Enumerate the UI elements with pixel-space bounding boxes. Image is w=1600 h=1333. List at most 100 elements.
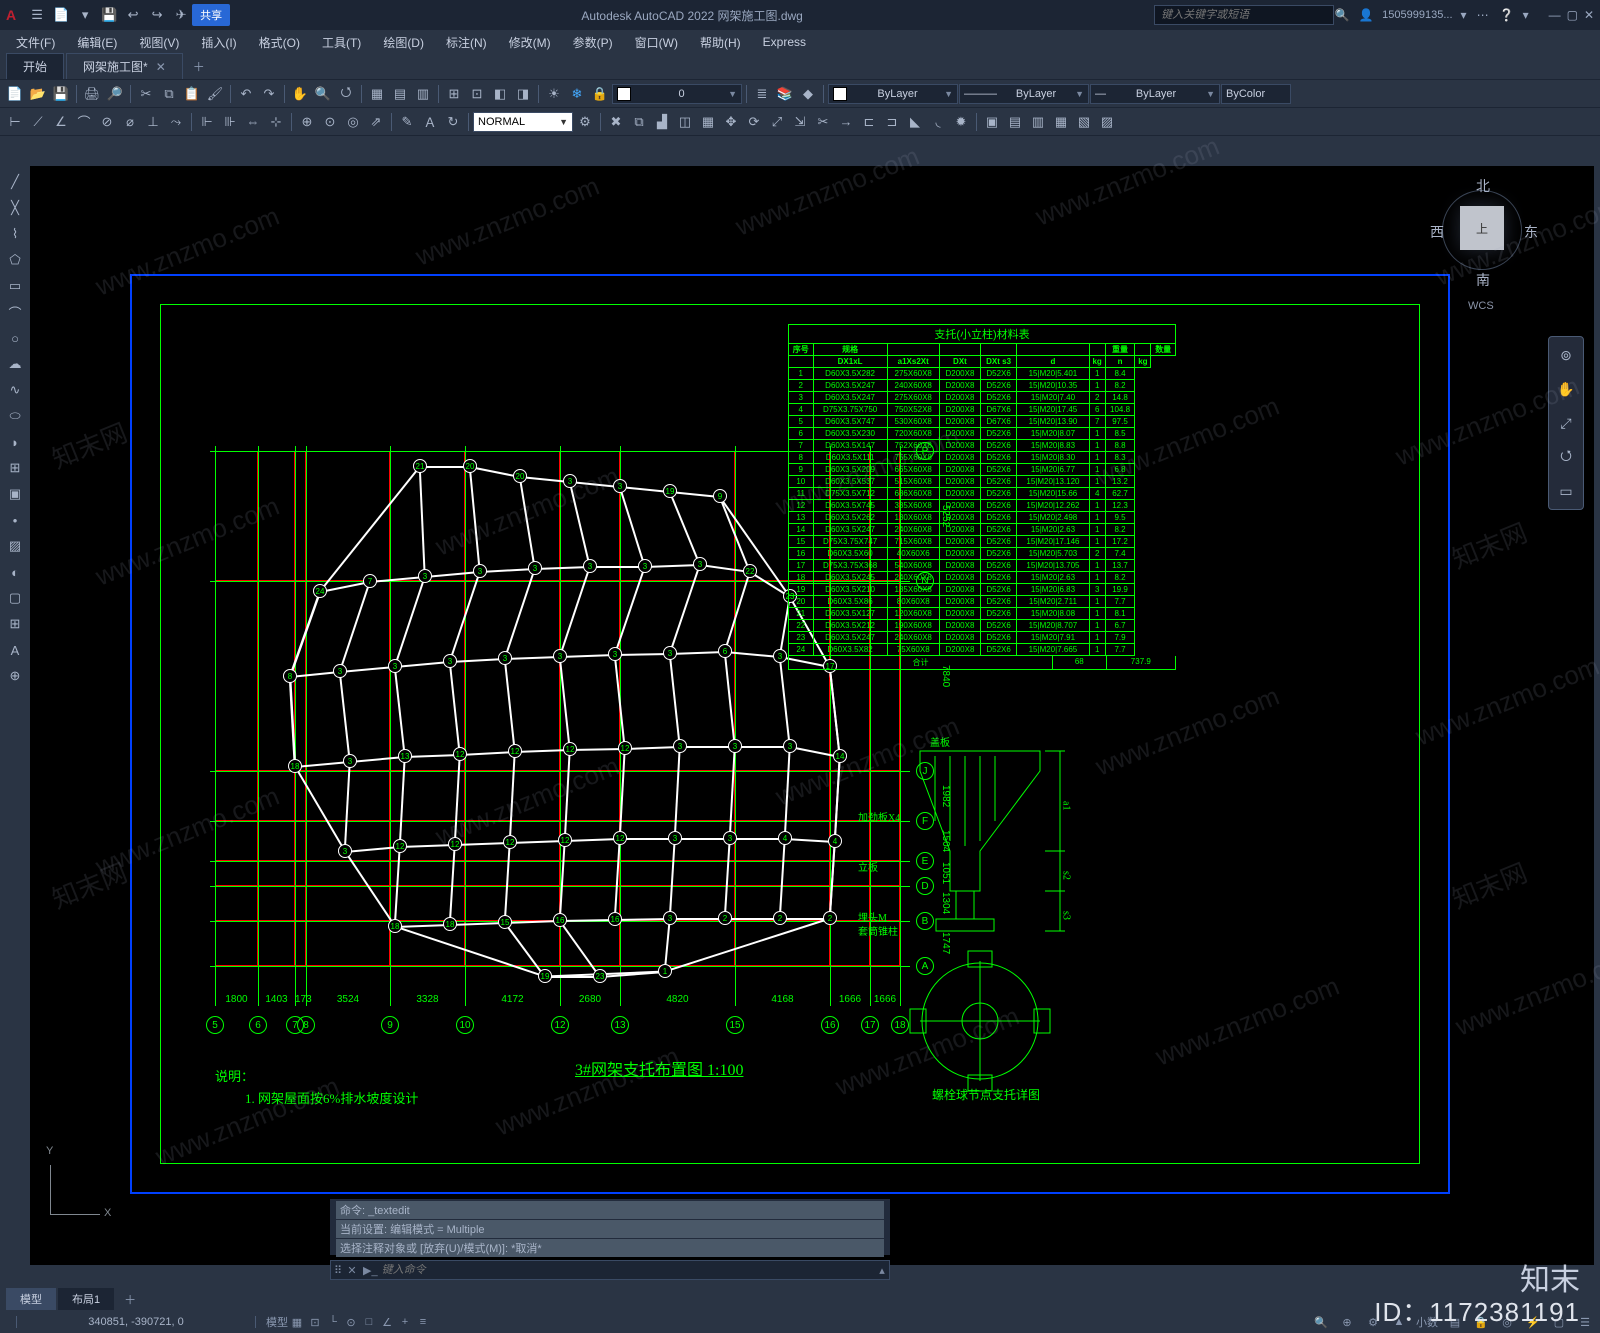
dim-continue-icon[interactable]: ⊪ bbox=[219, 111, 241, 133]
search-icon[interactable]: 🔍 bbox=[1334, 7, 1350, 23]
undo-icon[interactable]: ↶ bbox=[235, 83, 257, 105]
modify-copy-icon[interactable]: ⧉ bbox=[628, 111, 650, 133]
menu-item[interactable]: Express bbox=[753, 32, 816, 52]
modify-extend-icon[interactable]: → bbox=[835, 111, 857, 133]
color-dropdown[interactable]: ByLayer▼ bbox=[828, 84, 958, 104]
qat-button[interactable]: 📄 bbox=[50, 4, 72, 26]
modify-stretch-icon[interactable]: ⇲ bbox=[789, 111, 811, 133]
tool-icon[interactable]: ▦ bbox=[366, 83, 388, 105]
otrack-icon[interactable]: ∠ bbox=[378, 1313, 396, 1331]
modify-join-icon[interactable]: ⊐ bbox=[881, 111, 903, 133]
cmdline-close-icon[interactable]: ✕ bbox=[345, 1264, 359, 1277]
drawing-area[interactable]: 北 南 东 西 上 WCS ⊚ ✋ ⤢ ⭯ ▭ 5180061403717383… bbox=[30, 166, 1594, 1265]
modify-erase-icon[interactable]: ✖ bbox=[605, 111, 627, 133]
menu-item[interactable]: 参数(P) bbox=[563, 31, 623, 54]
dimtedit-icon[interactable]: Ａ bbox=[419, 111, 441, 133]
user-icon[interactable]: 👤 bbox=[1358, 7, 1374, 23]
user-name[interactable]: 1505999135... bbox=[1382, 9, 1452, 21]
menu-item[interactable]: 窗口(W) bbox=[625, 31, 688, 54]
print-icon[interactable]: 🖨 bbox=[81, 83, 103, 105]
menu-item[interactable]: 文件(F) bbox=[6, 31, 65, 54]
polygon-icon[interactable]: ⬠ bbox=[3, 248, 27, 272]
tool-icon[interactable]: ▨ bbox=[1096, 111, 1118, 133]
menu-item[interactable]: 绘图(D) bbox=[373, 31, 434, 54]
dim-jogged-icon[interactable]: ⤳ bbox=[165, 111, 187, 133]
point-icon[interactable]: • bbox=[3, 508, 27, 532]
arc-icon[interactable]: ⌒ bbox=[3, 300, 27, 324]
save-icon[interactable]: 💾 bbox=[50, 83, 72, 105]
dim-aligned-icon[interactable]: ⟋ bbox=[27, 111, 49, 133]
snap-icon[interactable]: ⊡ bbox=[306, 1313, 324, 1331]
modify-fillet-icon[interactable]: ◟ bbox=[927, 111, 949, 133]
qat-button[interactable]: ▾ bbox=[74, 4, 96, 26]
tool-icon[interactable]: ▥ bbox=[412, 83, 434, 105]
layer-freeze-icon[interactable]: ❄ bbox=[566, 83, 588, 105]
tool-icon[interactable]: ⊞ bbox=[443, 83, 465, 105]
insert-icon[interactable]: ⊞ bbox=[3, 456, 27, 480]
tool-icon[interactable]: ▤ bbox=[1004, 111, 1026, 133]
minimize-button[interactable]: — bbox=[1549, 8, 1561, 22]
osnap-icon[interactable]: □ bbox=[360, 1313, 378, 1331]
tolerance-icon[interactable]: ⊕ bbox=[296, 111, 318, 133]
dim-baseline-icon[interactable]: ⊩ bbox=[196, 111, 218, 133]
modify-break-icon[interactable]: ⊏ bbox=[858, 111, 880, 133]
menu-item[interactable]: 标注(N) bbox=[436, 31, 497, 54]
ortho-icon[interactable]: └ bbox=[324, 1313, 342, 1331]
modify-explode-icon[interactable]: ✹ bbox=[950, 111, 972, 133]
dim-space-icon[interactable]: ⇔ bbox=[242, 111, 264, 133]
new-icon[interactable]: 📄 bbox=[4, 83, 26, 105]
tool-icon[interactable]: ◧ bbox=[489, 83, 511, 105]
hatch-icon[interactable]: ▨ bbox=[3, 534, 27, 558]
help-icon[interactable]: ❔ bbox=[1499, 7, 1515, 23]
plotstyle-dropdown[interactable]: ByColor bbox=[1221, 84, 1291, 104]
dim-radius-icon[interactable]: ⊘ bbox=[96, 111, 118, 133]
modify-array-icon[interactable]: ▦ bbox=[697, 111, 719, 133]
gradient-icon[interactable]: ◐ bbox=[3, 560, 27, 584]
open-icon[interactable]: 📂 bbox=[27, 83, 49, 105]
modify-move-icon[interactable]: ✥ bbox=[720, 111, 742, 133]
layer-dropdown[interactable]: 0▼ bbox=[612, 84, 742, 104]
dim-linear-icon[interactable]: ⊢ bbox=[4, 111, 26, 133]
model-button[interactable]: 模型 bbox=[266, 1313, 288, 1331]
modify-rotate-icon[interactable]: ⟳ bbox=[743, 111, 765, 133]
qat-button[interactable]: ✈ bbox=[170, 4, 192, 26]
spline-icon[interactable]: ∿ bbox=[3, 378, 27, 402]
orbit-icon[interactable]: ⭯ bbox=[335, 83, 357, 105]
paste-icon[interactable]: 📋 bbox=[181, 83, 203, 105]
tool-icon[interactable]: ◨ bbox=[512, 83, 534, 105]
qat-button[interactable]: ↪ bbox=[146, 4, 168, 26]
tab-close-icon[interactable]: ✕ bbox=[156, 60, 166, 74]
lwt-icon[interactable]: ≡ bbox=[414, 1313, 432, 1331]
dim-break-icon[interactable]: ⊹ bbox=[265, 111, 287, 133]
qat-button[interactable]: ↩ bbox=[122, 4, 144, 26]
menu-item[interactable]: 插入(I) bbox=[191, 31, 246, 54]
command-line[interactable]: 命令: _textedit当前设置: 编辑模式 = Multiple选择注释对象… bbox=[330, 1199, 890, 1255]
document-tab[interactable]: 网架施工图*✕ bbox=[66, 53, 183, 79]
layerstate-icon[interactable]: 📚 bbox=[774, 83, 796, 105]
xline-icon[interactable]: ╳ bbox=[3, 196, 27, 220]
cut-icon[interactable]: ✂ bbox=[135, 83, 157, 105]
search-input[interactable] bbox=[1154, 5, 1334, 25]
menu-item[interactable]: 视图(V) bbox=[129, 31, 189, 54]
dimupdate-icon[interactable]: ↻ bbox=[442, 111, 464, 133]
layer-icon[interactable]: ☀ bbox=[543, 83, 565, 105]
tool-icon[interactable]: ▥ bbox=[1027, 111, 1049, 133]
close-button[interactable]: ✕ bbox=[1584, 8, 1594, 22]
dim-angular-icon[interactable]: ∠ bbox=[50, 111, 72, 133]
new-layout-button[interactable]: ＋ bbox=[116, 1288, 144, 1311]
modify-chamfer-icon[interactable]: ◣ bbox=[904, 111, 926, 133]
block-icon[interactable]: ▣ bbox=[3, 482, 27, 506]
dyninput-icon[interactable]: + bbox=[396, 1313, 414, 1331]
addselected-icon[interactable]: ⊕ bbox=[3, 664, 27, 688]
circle-icon[interactable]: ○ bbox=[3, 326, 27, 350]
layeriso-icon[interactable]: ◆ bbox=[797, 83, 819, 105]
copy-icon[interactable]: ⧉ bbox=[158, 83, 180, 105]
dim-arc-icon[interactable]: ⌒ bbox=[73, 111, 95, 133]
zoom-icon[interactable]: 🔍 bbox=[312, 83, 334, 105]
inspect-icon[interactable]: ◎ bbox=[342, 111, 364, 133]
modify-scale-icon[interactable]: ⤢ bbox=[766, 111, 788, 133]
menu-item[interactable]: 工具(T) bbox=[312, 31, 371, 54]
dim-ordinate-icon[interactable]: ⊥ bbox=[142, 111, 164, 133]
menu-item[interactable]: 修改(M) bbox=[499, 31, 561, 54]
revcloud-icon[interactable]: ☁ bbox=[3, 352, 27, 376]
